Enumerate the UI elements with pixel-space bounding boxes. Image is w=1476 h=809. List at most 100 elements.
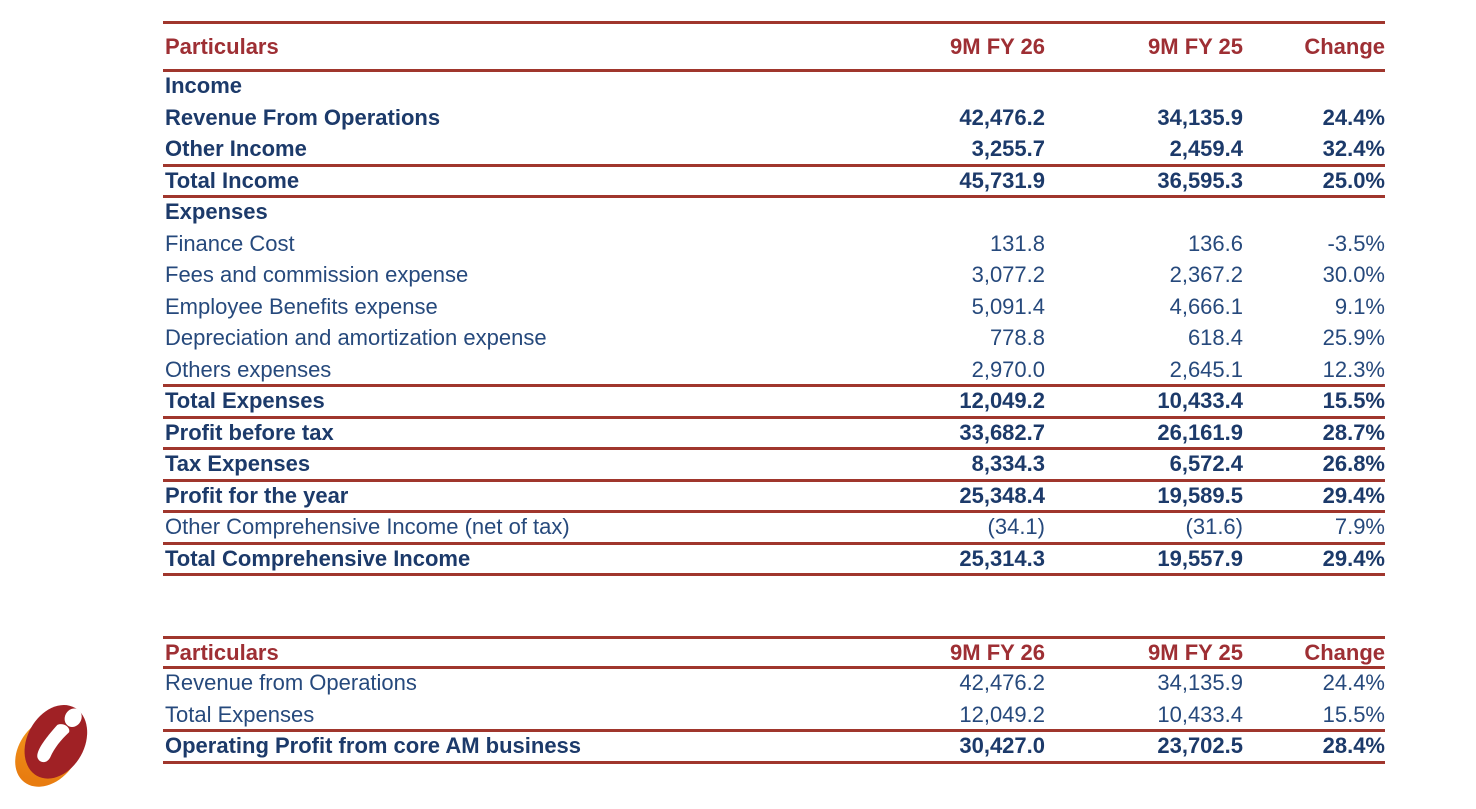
row-value-change: 30.0% <box>1322 262 1385 288</box>
table-row: Total Expenses 12,049.2 10,433.4 15.5% <box>163 387 1385 419</box>
row-label: Operating Profit from core AM business <box>165 733 582 759</box>
table-row: Finance Cost 131.8 136.6 -3.5% <box>163 230 1385 262</box>
row-value-fy26: 131.8 <box>989 230 1045 256</box>
row-value-change: 32.4% <box>1322 136 1385 162</box>
row-value-fy26: 25,314.3 <box>959 545 1045 571</box>
table-row: Total Expenses 12,049.2 10,433.4 15.5% <box>163 701 1385 732</box>
row-value-fy26: 5,091.4 <box>971 293 1045 319</box>
row-value-fy25: 26,161.9 <box>1157 419 1243 445</box>
pnl-table-header-row: Particulars 9M FY 26 9M FY 25 Change <box>163 21 1385 72</box>
row-value-change: 29.4% <box>1322 545 1385 571</box>
row-value-change: 24.4% <box>1322 104 1385 130</box>
row-value-change: 9.1% <box>1334 293 1385 319</box>
table-row: Income <box>163 72 1385 104</box>
row-value-fy26: 45,731.9 <box>959 167 1045 193</box>
row-value-fy25: 10,433.4 <box>1157 388 1243 414</box>
row-label: Profit for the year <box>165 482 349 508</box>
row-value-fy25: 34,135.9 <box>1157 104 1243 130</box>
row-value-fy26: 8,334.3 <box>971 451 1045 477</box>
row-value-fy25: 6,572.4 <box>1169 451 1243 477</box>
logo-white-i <box>37 708 82 763</box>
row-value-fy25: 19,557.9 <box>1157 545 1243 571</box>
row-value-fy26: 33,682.7 <box>959 419 1045 445</box>
table-row: Revenue From Operations 42,476.2 34,135.… <box>163 104 1385 136</box>
icici-i-logo <box>15 705 88 787</box>
row-value-fy26: 25,348.4 <box>959 482 1045 508</box>
row-label: Total Comprehensive Income <box>165 545 471 571</box>
table-row: Revenue from Operations 42,476.2 34,135.… <box>163 669 1385 701</box>
row-value-fy26: 778.8 <box>989 325 1045 351</box>
fy26-column-header: 9M FY 26 <box>950 33 1045 59</box>
row-value-change: -3.5% <box>1327 230 1385 256</box>
operating-profit-table-header-row: Particulars 9M FY 26 9M FY 25 Change <box>163 636 1385 669</box>
fy26-column-header: 9M FY 26 <box>950 639 1045 665</box>
row-value-fy25: (31.6) <box>1185 514 1243 540</box>
table-row: Depreciation and amortization expense 77… <box>163 324 1385 356</box>
change-column-header: Change <box>1304 639 1385 665</box>
row-value-fy25: 19,589.5 <box>1157 482 1243 508</box>
row-value-fy25: 23,702.5 <box>1157 733 1243 759</box>
row-label: Total Income <box>165 167 300 193</box>
table-row: Fees and commission expense 3,077.2 2,36… <box>163 261 1385 293</box>
row-value-fy25: 136.6 <box>1187 230 1243 256</box>
table-row: Other Comprehensive Income (net of tax) … <box>163 513 1385 545</box>
row-label: Others expenses <box>165 356 332 382</box>
row-value-change: 25.9% <box>1322 325 1385 351</box>
row-value-fy26: 42,476.2 <box>959 670 1045 696</box>
operating-profit-table-body: Revenue from Operations 42,476.2 34,135.… <box>163 669 1385 764</box>
row-label: Profit before tax <box>165 419 334 445</box>
row-value-change: 28.4% <box>1322 733 1385 759</box>
table-row: Operating Profit from core AM business 3… <box>163 732 1385 764</box>
row-value-change: 25.0% <box>1322 167 1385 193</box>
row-label: Other Comprehensive Income (net of tax) <box>165 514 570 540</box>
row-value-fy25: 36,595.3 <box>1157 167 1243 193</box>
row-value-fy25: 2,645.1 <box>1169 356 1243 382</box>
row-label: Other Income <box>165 136 307 162</box>
row-value-change: 7.9% <box>1334 514 1385 540</box>
row-value-change: 29.4% <box>1322 482 1385 508</box>
table-row: Expenses <box>163 198 1385 230</box>
operating-profit-table: Particulars 9M FY 26 9M FY 25 Change Rev… <box>163 636 1385 764</box>
table-row: Profit before tax 33,682.7 26,161.9 28.7… <box>163 419 1385 450</box>
row-value-change: 15.5% <box>1322 701 1385 727</box>
pnl-table: Particulars 9M FY 26 9M FY 25 Change Inc… <box>163 21 1385 576</box>
row-value-fy26: 30,427.0 <box>959 733 1045 759</box>
row-value-change: 12.3% <box>1322 356 1385 382</box>
row-value-change: 26.8% <box>1322 451 1385 477</box>
particulars-column-header: Particulars <box>165 639 279 665</box>
row-value-fy25: 2,367.2 <box>1169 262 1243 288</box>
row-value-fy26: 42,476.2 <box>959 104 1045 130</box>
table-row: Others expenses 2,970.0 2,645.1 12.3% <box>163 356 1385 387</box>
row-value-change: 24.4% <box>1322 670 1385 696</box>
row-value-change: 28.7% <box>1322 419 1385 445</box>
row-label: Depreciation and amortization expense <box>165 325 547 351</box>
row-value-fy26: 12,049.2 <box>959 701 1045 727</box>
row-label: Employee Benefits expense <box>165 293 438 319</box>
row-value-fy25: 10,433.4 <box>1157 701 1243 727</box>
pnl-table-body: Income Revenue From Operations 42,476.2 … <box>163 72 1385 576</box>
row-value-change: 15.5% <box>1322 388 1385 414</box>
row-value-fy25: 2,459.4 <box>1169 136 1243 162</box>
table-row: Total Comprehensive Income 25,314.3 19,5… <box>163 545 1385 576</box>
row-label: Tax Expenses <box>165 451 311 477</box>
row-value-fy25: 4,666.1 <box>1169 293 1243 319</box>
row-label: Fees and commission expense <box>165 262 469 288</box>
table-row: Profit for the year 25,348.4 19,589.5 29… <box>163 482 1385 513</box>
row-label: Total Expenses <box>165 701 315 727</box>
table-row: Tax Expenses 8,334.3 6,572.4 26.8% <box>163 450 1385 482</box>
fy25-column-header: 9M FY 25 <box>1148 33 1243 59</box>
row-label: Expenses <box>165 199 268 225</box>
row-value-fy26: 3,255.7 <box>971 136 1045 162</box>
change-column-header: Change <box>1304 33 1385 59</box>
row-value-fy26: 2,970.0 <box>971 356 1045 382</box>
table-row: Employee Benefits expense 5,091.4 4,666.… <box>163 293 1385 325</box>
row-value-fy26: 12,049.2 <box>959 388 1045 414</box>
row-value-fy26: (34.1) <box>987 514 1045 540</box>
row-label: Total Expenses <box>165 388 325 414</box>
particulars-column-header: Particulars <box>165 33 279 59</box>
row-value-fy25: 34,135.9 <box>1157 670 1243 696</box>
row-label: Revenue From Operations <box>165 104 441 130</box>
row-value-fy25: 618.4 <box>1187 325 1243 351</box>
row-value-fy26: 3,077.2 <box>971 262 1045 288</box>
